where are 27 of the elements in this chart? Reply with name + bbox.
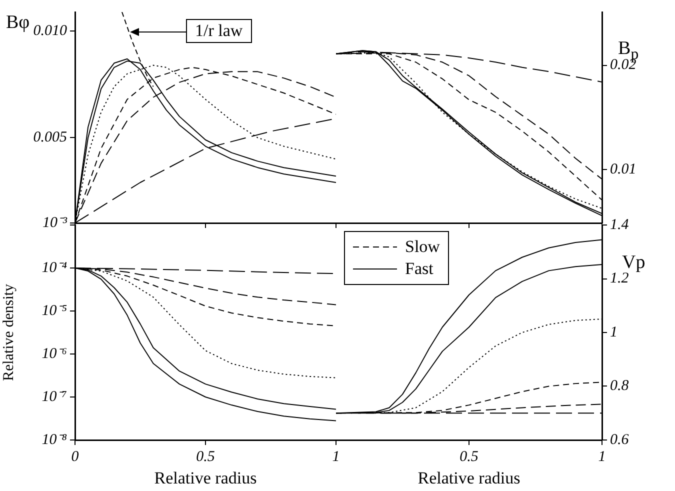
y-tick-label: 10⁻³	[42, 214, 68, 231]
y-tick-label: 10⁻⁴	[42, 260, 67, 276]
x-tick-label: 0	[71, 448, 80, 465]
x-tick-label: 0.5	[460, 448, 479, 465]
y-tick-label: 10⁻⁵	[42, 302, 67, 319]
y-axis-title: Bφ	[6, 12, 30, 34]
y-tick-label: 0.005	[33, 130, 68, 146]
y-tick-label: 10⁻⁸	[42, 432, 67, 448]
x-tick-label: 1	[598, 448, 606, 465]
legend-label: Fast	[405, 258, 434, 280]
x-tick-label: 1	[332, 448, 340, 465]
y-tick-label: 10⁻⁶	[42, 346, 67, 362]
x-axis-title: Relative radius	[154, 468, 257, 488]
legend-label: Slow	[405, 236, 440, 258]
y-axis-title: Vp	[622, 252, 646, 273]
y-tick-label: 0.01	[610, 162, 636, 178]
y-tick-label: 0.010	[33, 23, 68, 40]
x-tick-label: 0.5	[196, 448, 216, 465]
y-axis-title: Relative density	[0, 283, 17, 382]
y-tick-label: 1.4	[610, 216, 630, 233]
y-tick-label: 1.2	[610, 270, 630, 287]
y-tick-label: 1	[610, 324, 618, 340]
x-axis-title: Relative radius	[418, 468, 520, 488]
annotation: 1/r law	[186, 19, 252, 43]
y-tick-label: 0.8	[610, 378, 630, 394]
y-tick-label: 10⁻⁷	[42, 388, 67, 405]
y-tick-label: 0.6	[610, 432, 630, 448]
